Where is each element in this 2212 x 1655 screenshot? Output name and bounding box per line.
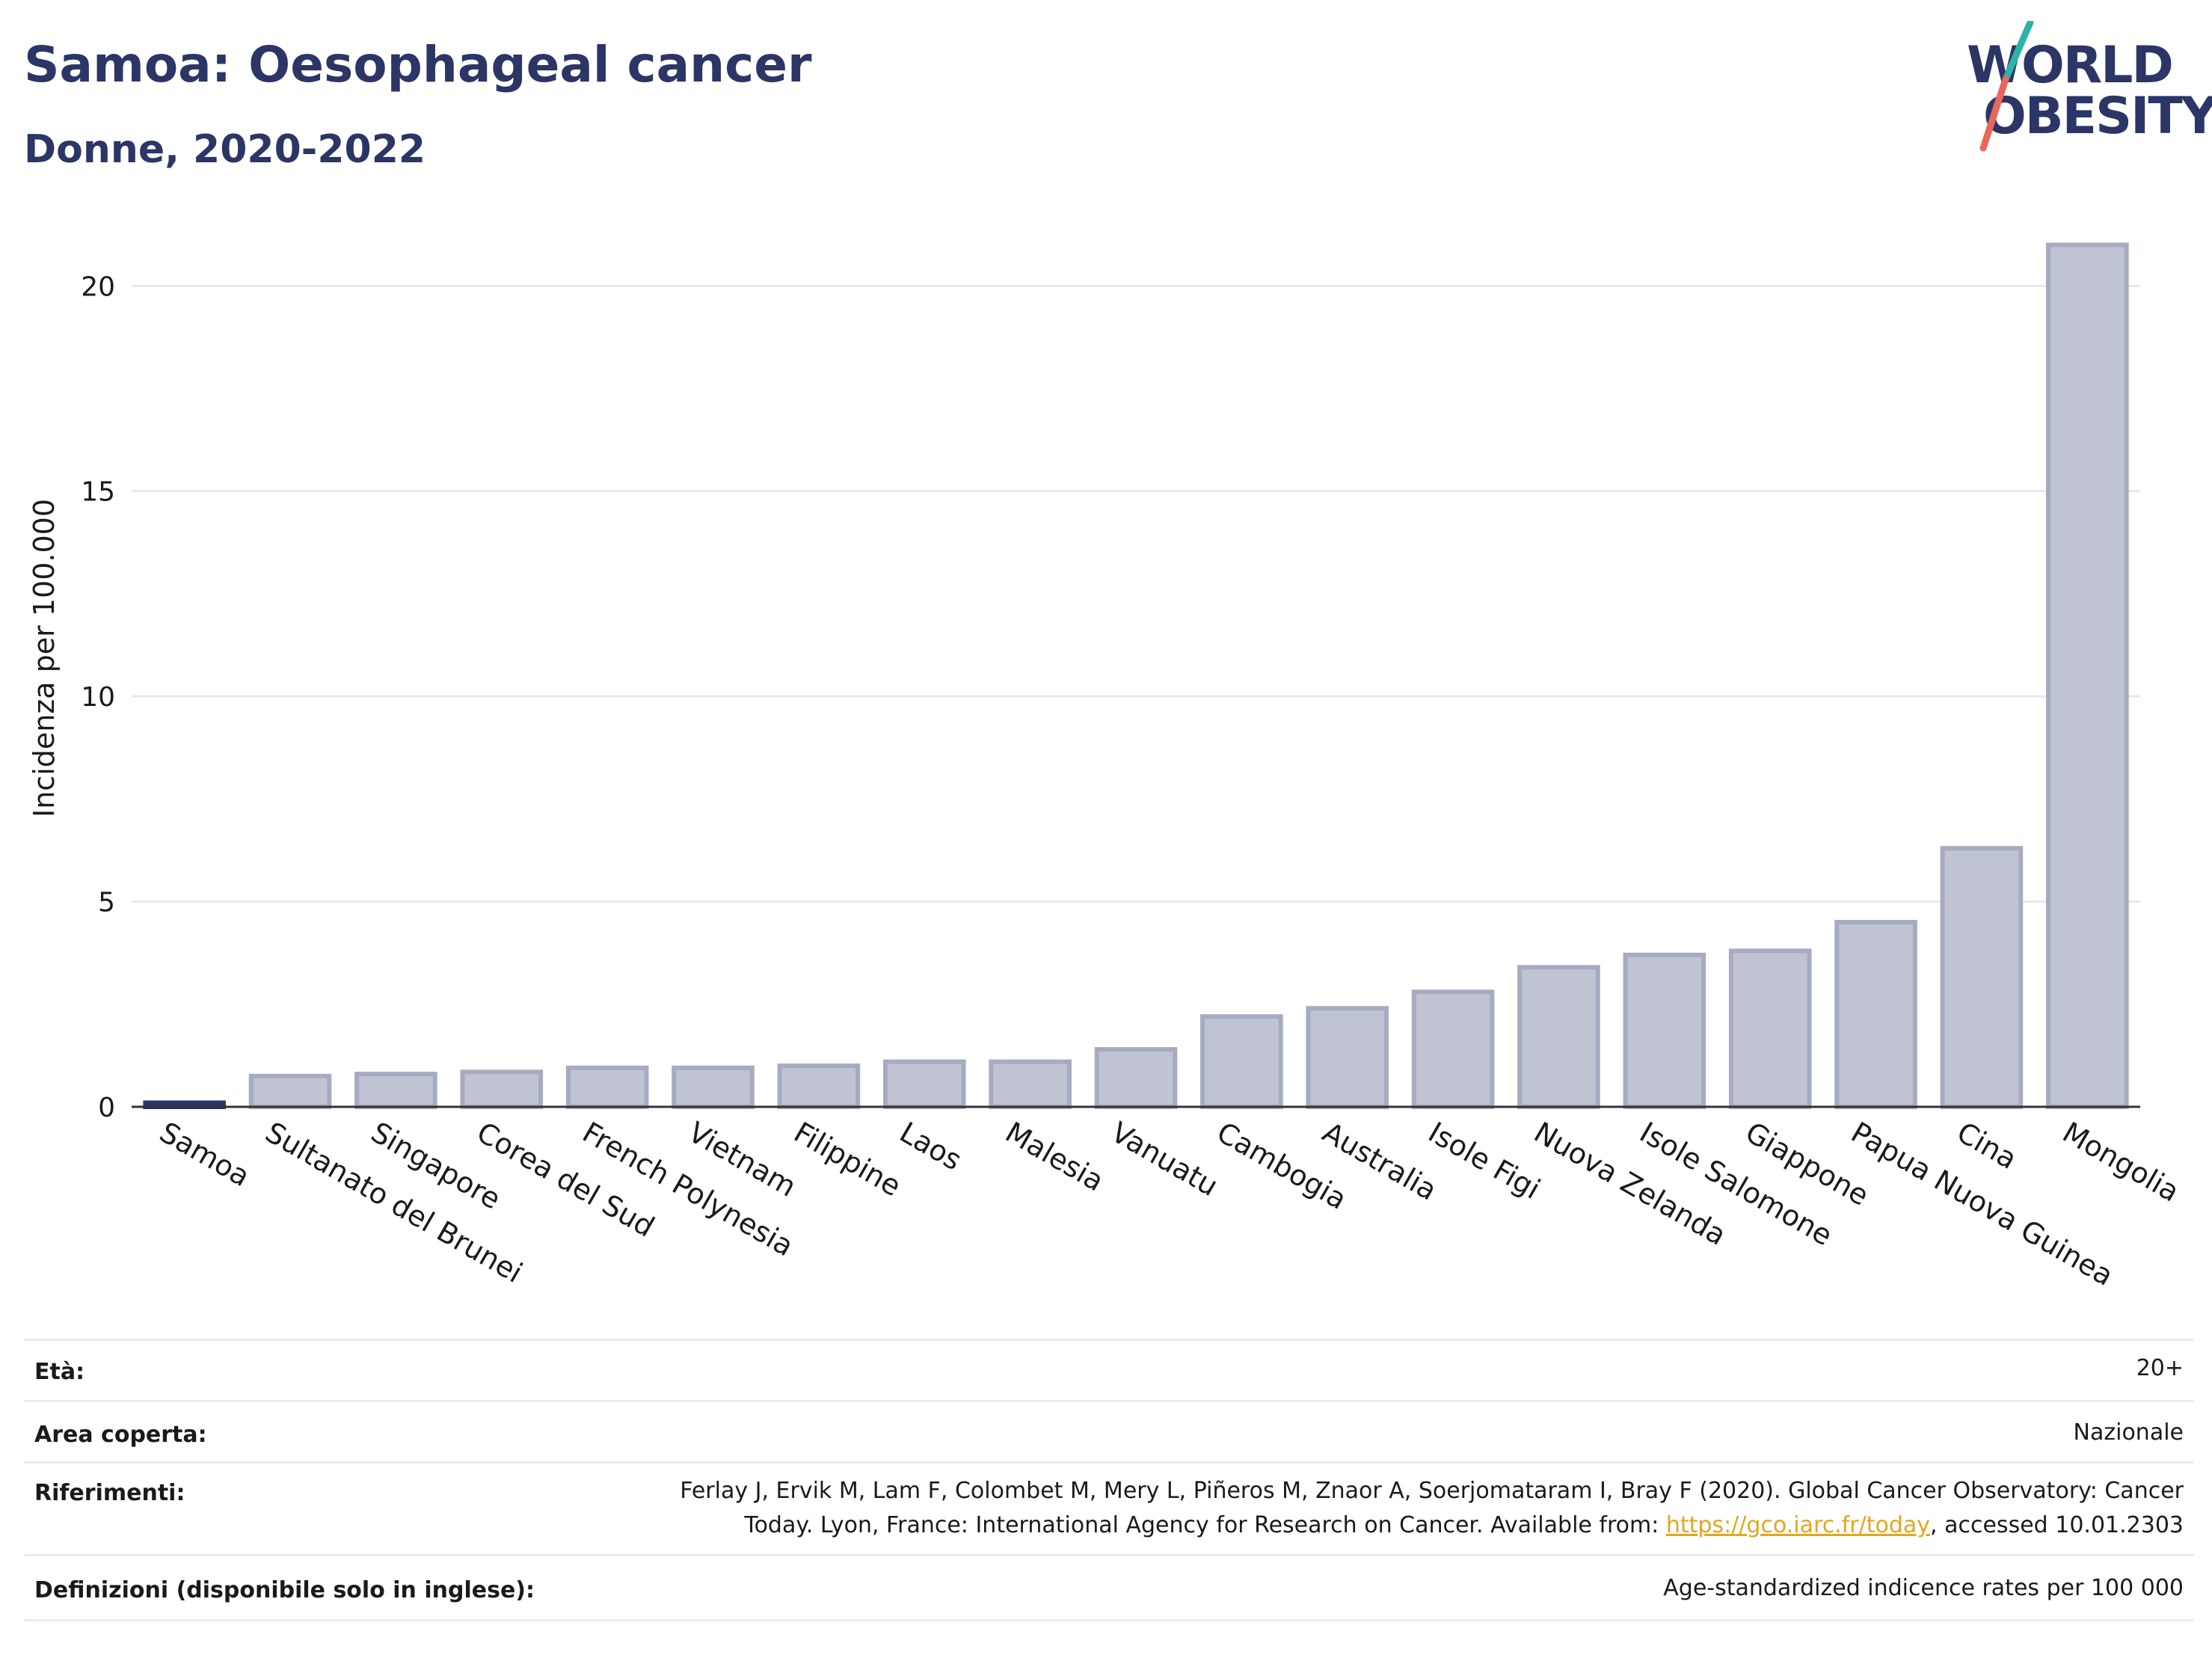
info-label-references: Riferimenti:	[34, 1480, 185, 1506]
reference-text: Today. Lyon, France: International Agenc…	[744, 1512, 1666, 1538]
bar-cambogia	[1200, 1014, 1283, 1110]
info-value-area: Nazionale	[2073, 1419, 2184, 1446]
world-obesity-logo: WORLD OBESITY	[1944, 21, 2212, 163]
x-tick-label: Malesia	[1000, 1116, 1109, 1198]
x-tick-label: Vanuatu	[1106, 1116, 1224, 1203]
info-row-references: Riferimenti: Ferlay J, Ervik M, Lam F, C…	[24, 1461, 2194, 1556]
info-row-area: Area coperta: Nazionale	[24, 1400, 2194, 1464]
reference-link[interactable]: https://gco.iarc.fr/today	[1665, 1512, 1931, 1538]
x-tick-label: Filippine	[788, 1116, 906, 1203]
bar-vanuatu	[1094, 1047, 1178, 1110]
info-label-area: Area coperta:	[34, 1422, 207, 1448]
logo-slash-icon	[1979, 21, 2034, 152]
x-tick-label: Mongolia	[2057, 1116, 2185, 1209]
y-tick-label: 10	[81, 682, 115, 713]
y-tick-label: 5	[98, 888, 115, 918]
bar-australia	[1306, 1006, 1389, 1109]
chart-title: Samoa: Oesophageal cancer	[24, 36, 812, 93]
info-value-references: Ferlay J, Ervik M, Lam F, Colombet M, Me…	[680, 1474, 2184, 1543]
bar-french-polynesia	[565, 1065, 649, 1110]
reference-line-2: Today. Lyon, France: International Agenc…	[680, 1508, 2184, 1543]
y-tick-label: 15	[81, 477, 115, 508]
x-tick-label: Laos	[894, 1116, 968, 1177]
info-value-age: 20+	[2136, 1355, 2184, 1381]
chart-subtitle: Donne, 2020-2022	[24, 127, 426, 172]
info-table: Età: 20+ Area coperta: Nazionale Riferim…	[24, 1339, 2194, 1630]
bar-singapore	[354, 1072, 437, 1109]
bar-filippine	[777, 1063, 861, 1110]
bar-cina	[1940, 846, 2024, 1109]
bar-sultanato-del-brunei	[248, 1073, 332, 1109]
logo-line2: OBESITY	[1983, 87, 2212, 146]
x-tick-label: Isole Figi	[1423, 1116, 1546, 1206]
bar-mongolia	[2046, 242, 2129, 1109]
x-tick-label: Samoa	[154, 1116, 255, 1194]
info-row-definitions: Definizioni (disponibile solo in inglese…	[24, 1554, 2194, 1621]
x-tick-label: Corea del Sud	[471, 1116, 660, 1244]
bar-papua-nuova-guinea	[1834, 920, 1917, 1110]
bar-isole-figi	[1411, 989, 1495, 1109]
info-row-age: Età: 20+	[24, 1339, 2194, 1402]
info-value-definitions: Age-standardized indicence rates per 100…	[1663, 1575, 2184, 1601]
y-tick-label: 0	[98, 1093, 115, 1123]
x-tick-label: Nuova Zelanda	[1529, 1116, 1732, 1252]
info-label-age: Età:	[34, 1359, 85, 1385]
y-axis-label: Incidenza per 100.000	[28, 499, 61, 817]
reference-line-1: Ferlay J, Ervik M, Lam F, Colombet M, Me…	[680, 1478, 2184, 1504]
info-label-definitions: Definizioni (disponibile solo in inglese…	[34, 1577, 535, 1603]
bar-malesia	[989, 1059, 1072, 1110]
bar-nuova-zelanda	[1517, 965, 1600, 1110]
x-tick-label: Isole Salomone	[1634, 1116, 1837, 1253]
y-tick-label: 20	[81, 271, 115, 302]
bar-giappone	[1728, 948, 1812, 1110]
bar-laos	[882, 1059, 966, 1110]
x-tick-label: Cina	[1951, 1116, 2022, 1176]
bar-isole-salomone	[1623, 952, 1706, 1109]
reference-accessed: , accessed 10.01.2303	[1930, 1512, 2184, 1538]
bar-corea-del-sud	[460, 1069, 544, 1110]
bar-vietnam	[672, 1065, 755, 1110]
